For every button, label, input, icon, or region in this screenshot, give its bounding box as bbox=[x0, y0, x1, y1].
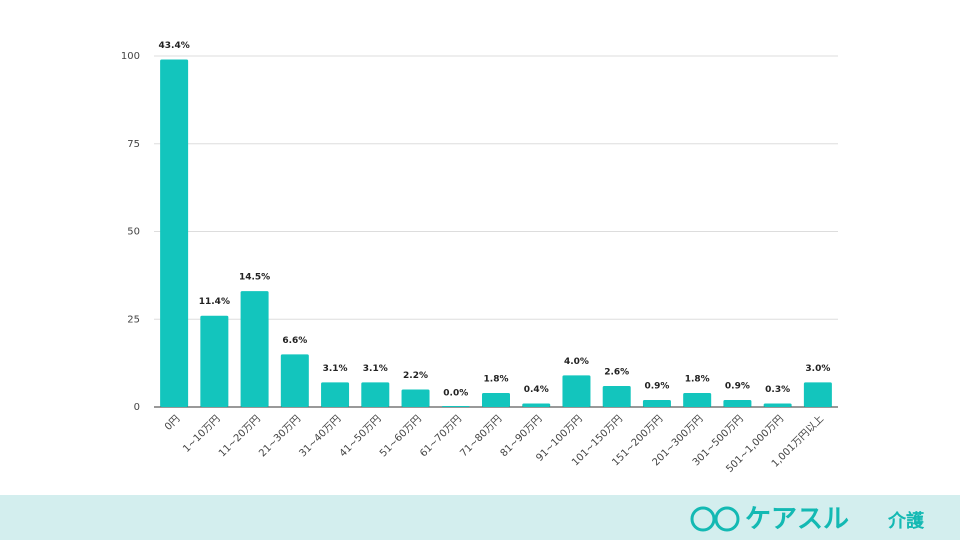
data-label: 6.6% bbox=[282, 336, 307, 346]
bar bbox=[562, 375, 591, 407]
bar bbox=[763, 403, 792, 407]
logo-icon bbox=[714, 506, 740, 532]
y-tick-label: 75 bbox=[127, 139, 140, 150]
y-tick-label: 25 bbox=[127, 314, 140, 325]
x-tick-label: 71~80万円 bbox=[458, 413, 504, 459]
bar bbox=[602, 385, 631, 407]
bar bbox=[683, 392, 712, 407]
bar bbox=[361, 382, 390, 407]
data-label: 3.0% bbox=[805, 364, 830, 374]
logo: ケアスル 介護 bbox=[690, 505, 925, 535]
data-label: 0.9% bbox=[644, 381, 669, 391]
bar bbox=[160, 59, 189, 407]
data-label: 2.6% bbox=[604, 367, 629, 377]
bar bbox=[723, 399, 752, 407]
x-tick-label: 41~50万円 bbox=[338, 413, 384, 459]
bar bbox=[441, 406, 470, 407]
data-label: 2.2% bbox=[403, 371, 428, 381]
brand: ケアスル bbox=[745, 505, 849, 535]
bar bbox=[240, 291, 269, 407]
brand-sub: 介護 bbox=[887, 510, 925, 532]
data-label: 0.9% bbox=[725, 381, 750, 391]
x-tick-label: 11~20万円 bbox=[217, 413, 263, 459]
y-tick-label: 50 bbox=[127, 227, 140, 238]
bar bbox=[321, 382, 350, 407]
data-label: 1.8% bbox=[685, 374, 710, 384]
data-label: 11.4% bbox=[199, 297, 230, 307]
data-label: 4.0% bbox=[564, 357, 589, 367]
bar bbox=[200, 315, 229, 407]
data-label: 0.4% bbox=[524, 385, 549, 395]
footer-band bbox=[0, 495, 960, 540]
data-label: 3.1% bbox=[323, 364, 348, 374]
data-label: 0.3% bbox=[765, 385, 790, 395]
x-tick-label: 0円 bbox=[163, 413, 182, 432]
bar bbox=[401, 389, 430, 407]
bar bbox=[482, 392, 510, 407]
data-label: 1.8% bbox=[484, 374, 509, 384]
x-tick-label: 31~40万円 bbox=[297, 413, 343, 459]
data-label: 14.5% bbox=[239, 273, 270, 283]
x-tick-label: 51~60万円 bbox=[378, 413, 424, 459]
bar bbox=[522, 403, 551, 407]
data-label: 0.0% bbox=[443, 389, 468, 399]
logo-icon bbox=[690, 506, 716, 532]
bar bbox=[280, 354, 309, 407]
x-tick-label: 21~30万円 bbox=[257, 413, 303, 459]
data-label: 3.1% bbox=[363, 364, 388, 374]
data-label: 43.4% bbox=[159, 41, 190, 51]
x-tick-label: 1~10万円 bbox=[181, 413, 222, 454]
bar bbox=[803, 382, 832, 407]
y-tick-label: 100 bbox=[121, 51, 140, 62]
bar bbox=[642, 399, 671, 407]
y-tick-label: 0 bbox=[134, 402, 140, 413]
x-tick-label: 61~70万円 bbox=[418, 413, 464, 459]
